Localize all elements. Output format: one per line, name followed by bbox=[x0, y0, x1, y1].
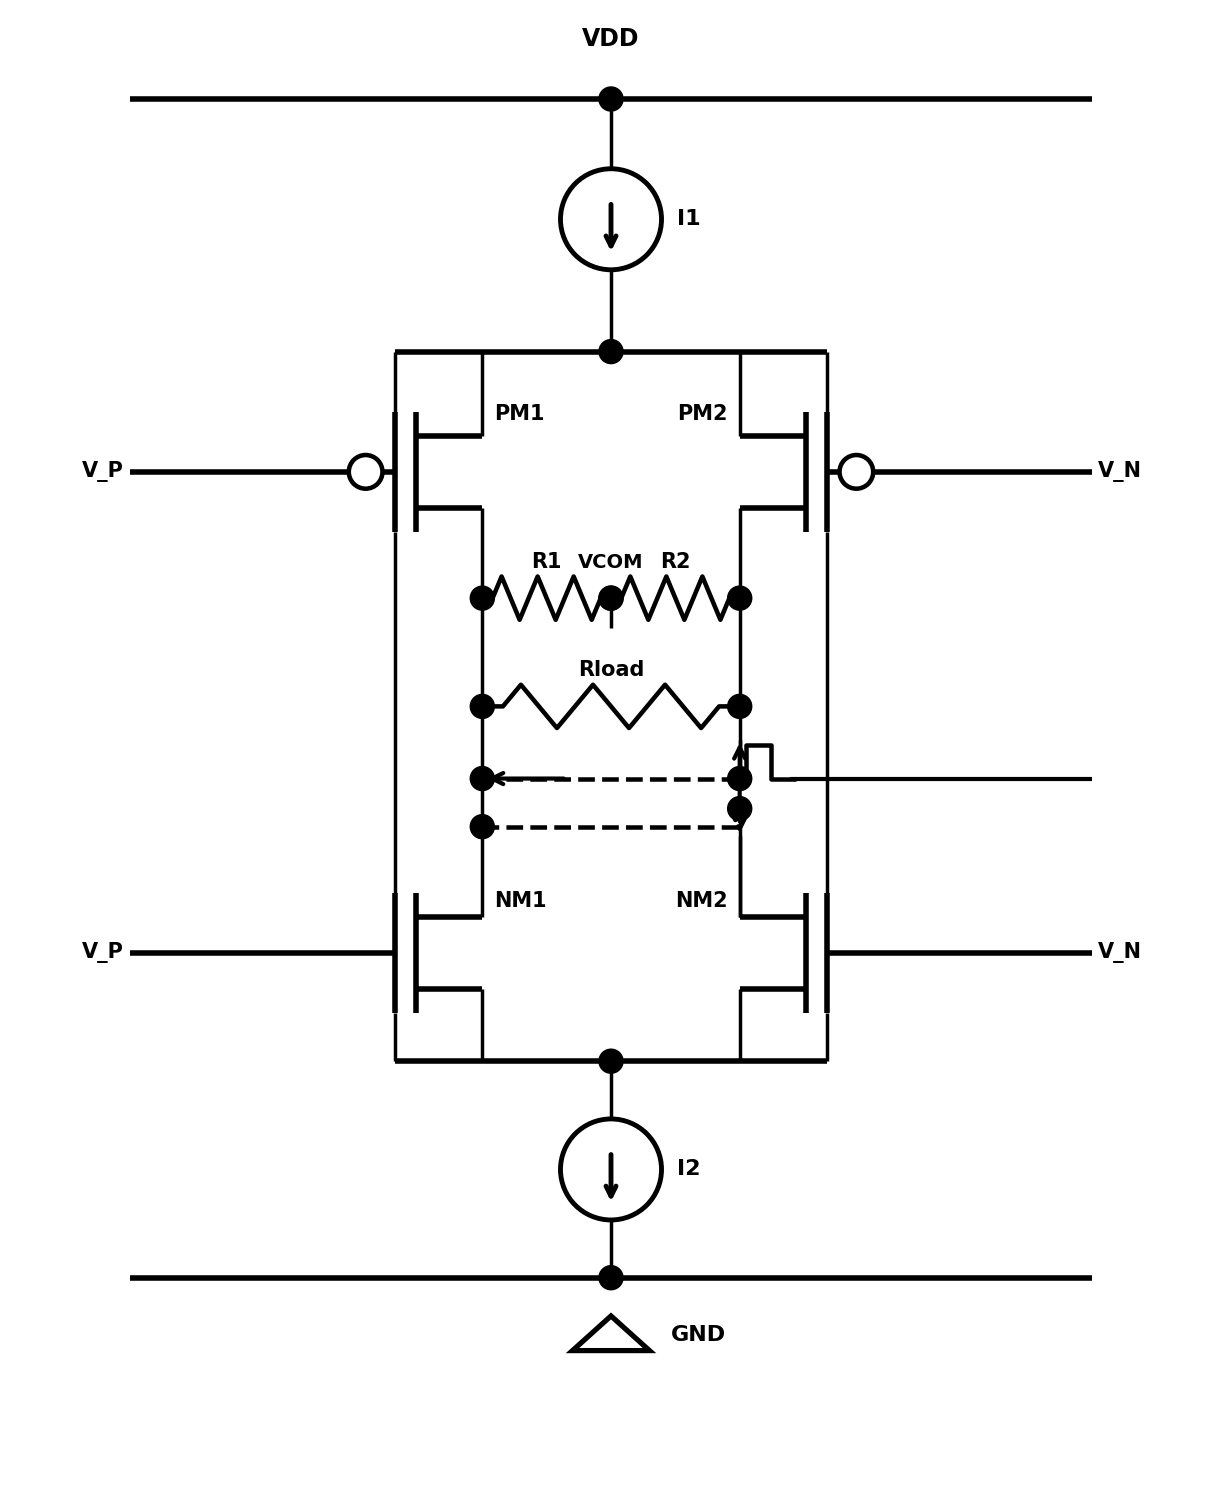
Text: NM1: NM1 bbox=[495, 890, 547, 911]
Text: R1: R1 bbox=[532, 552, 562, 572]
Circle shape bbox=[727, 585, 752, 610]
Circle shape bbox=[470, 767, 495, 791]
Circle shape bbox=[599, 88, 623, 112]
Text: NM2: NM2 bbox=[675, 890, 727, 911]
Text: I2: I2 bbox=[677, 1159, 700, 1180]
Circle shape bbox=[470, 585, 495, 610]
Circle shape bbox=[727, 797, 752, 821]
Text: V_N: V_N bbox=[1099, 943, 1143, 963]
Text: VCOM: VCOM bbox=[578, 552, 644, 572]
Text: VDD: VDD bbox=[582, 27, 640, 51]
Text: I1: I1 bbox=[677, 210, 700, 229]
Text: GND: GND bbox=[671, 1325, 726, 1345]
Circle shape bbox=[470, 815, 495, 839]
Text: V_P: V_P bbox=[82, 943, 123, 963]
Text: PM1: PM1 bbox=[495, 404, 545, 424]
Circle shape bbox=[599, 1049, 623, 1073]
Circle shape bbox=[599, 585, 623, 610]
Text: V_N: V_N bbox=[1099, 462, 1143, 483]
Text: Rload: Rload bbox=[578, 659, 644, 681]
Circle shape bbox=[599, 340, 623, 364]
Circle shape bbox=[599, 585, 623, 610]
Text: PM2: PM2 bbox=[677, 404, 727, 424]
Text: V_P: V_P bbox=[82, 462, 123, 483]
Circle shape bbox=[727, 767, 752, 791]
Circle shape bbox=[470, 694, 495, 718]
Circle shape bbox=[599, 1266, 623, 1290]
Circle shape bbox=[727, 694, 752, 718]
Text: R2: R2 bbox=[660, 552, 690, 572]
